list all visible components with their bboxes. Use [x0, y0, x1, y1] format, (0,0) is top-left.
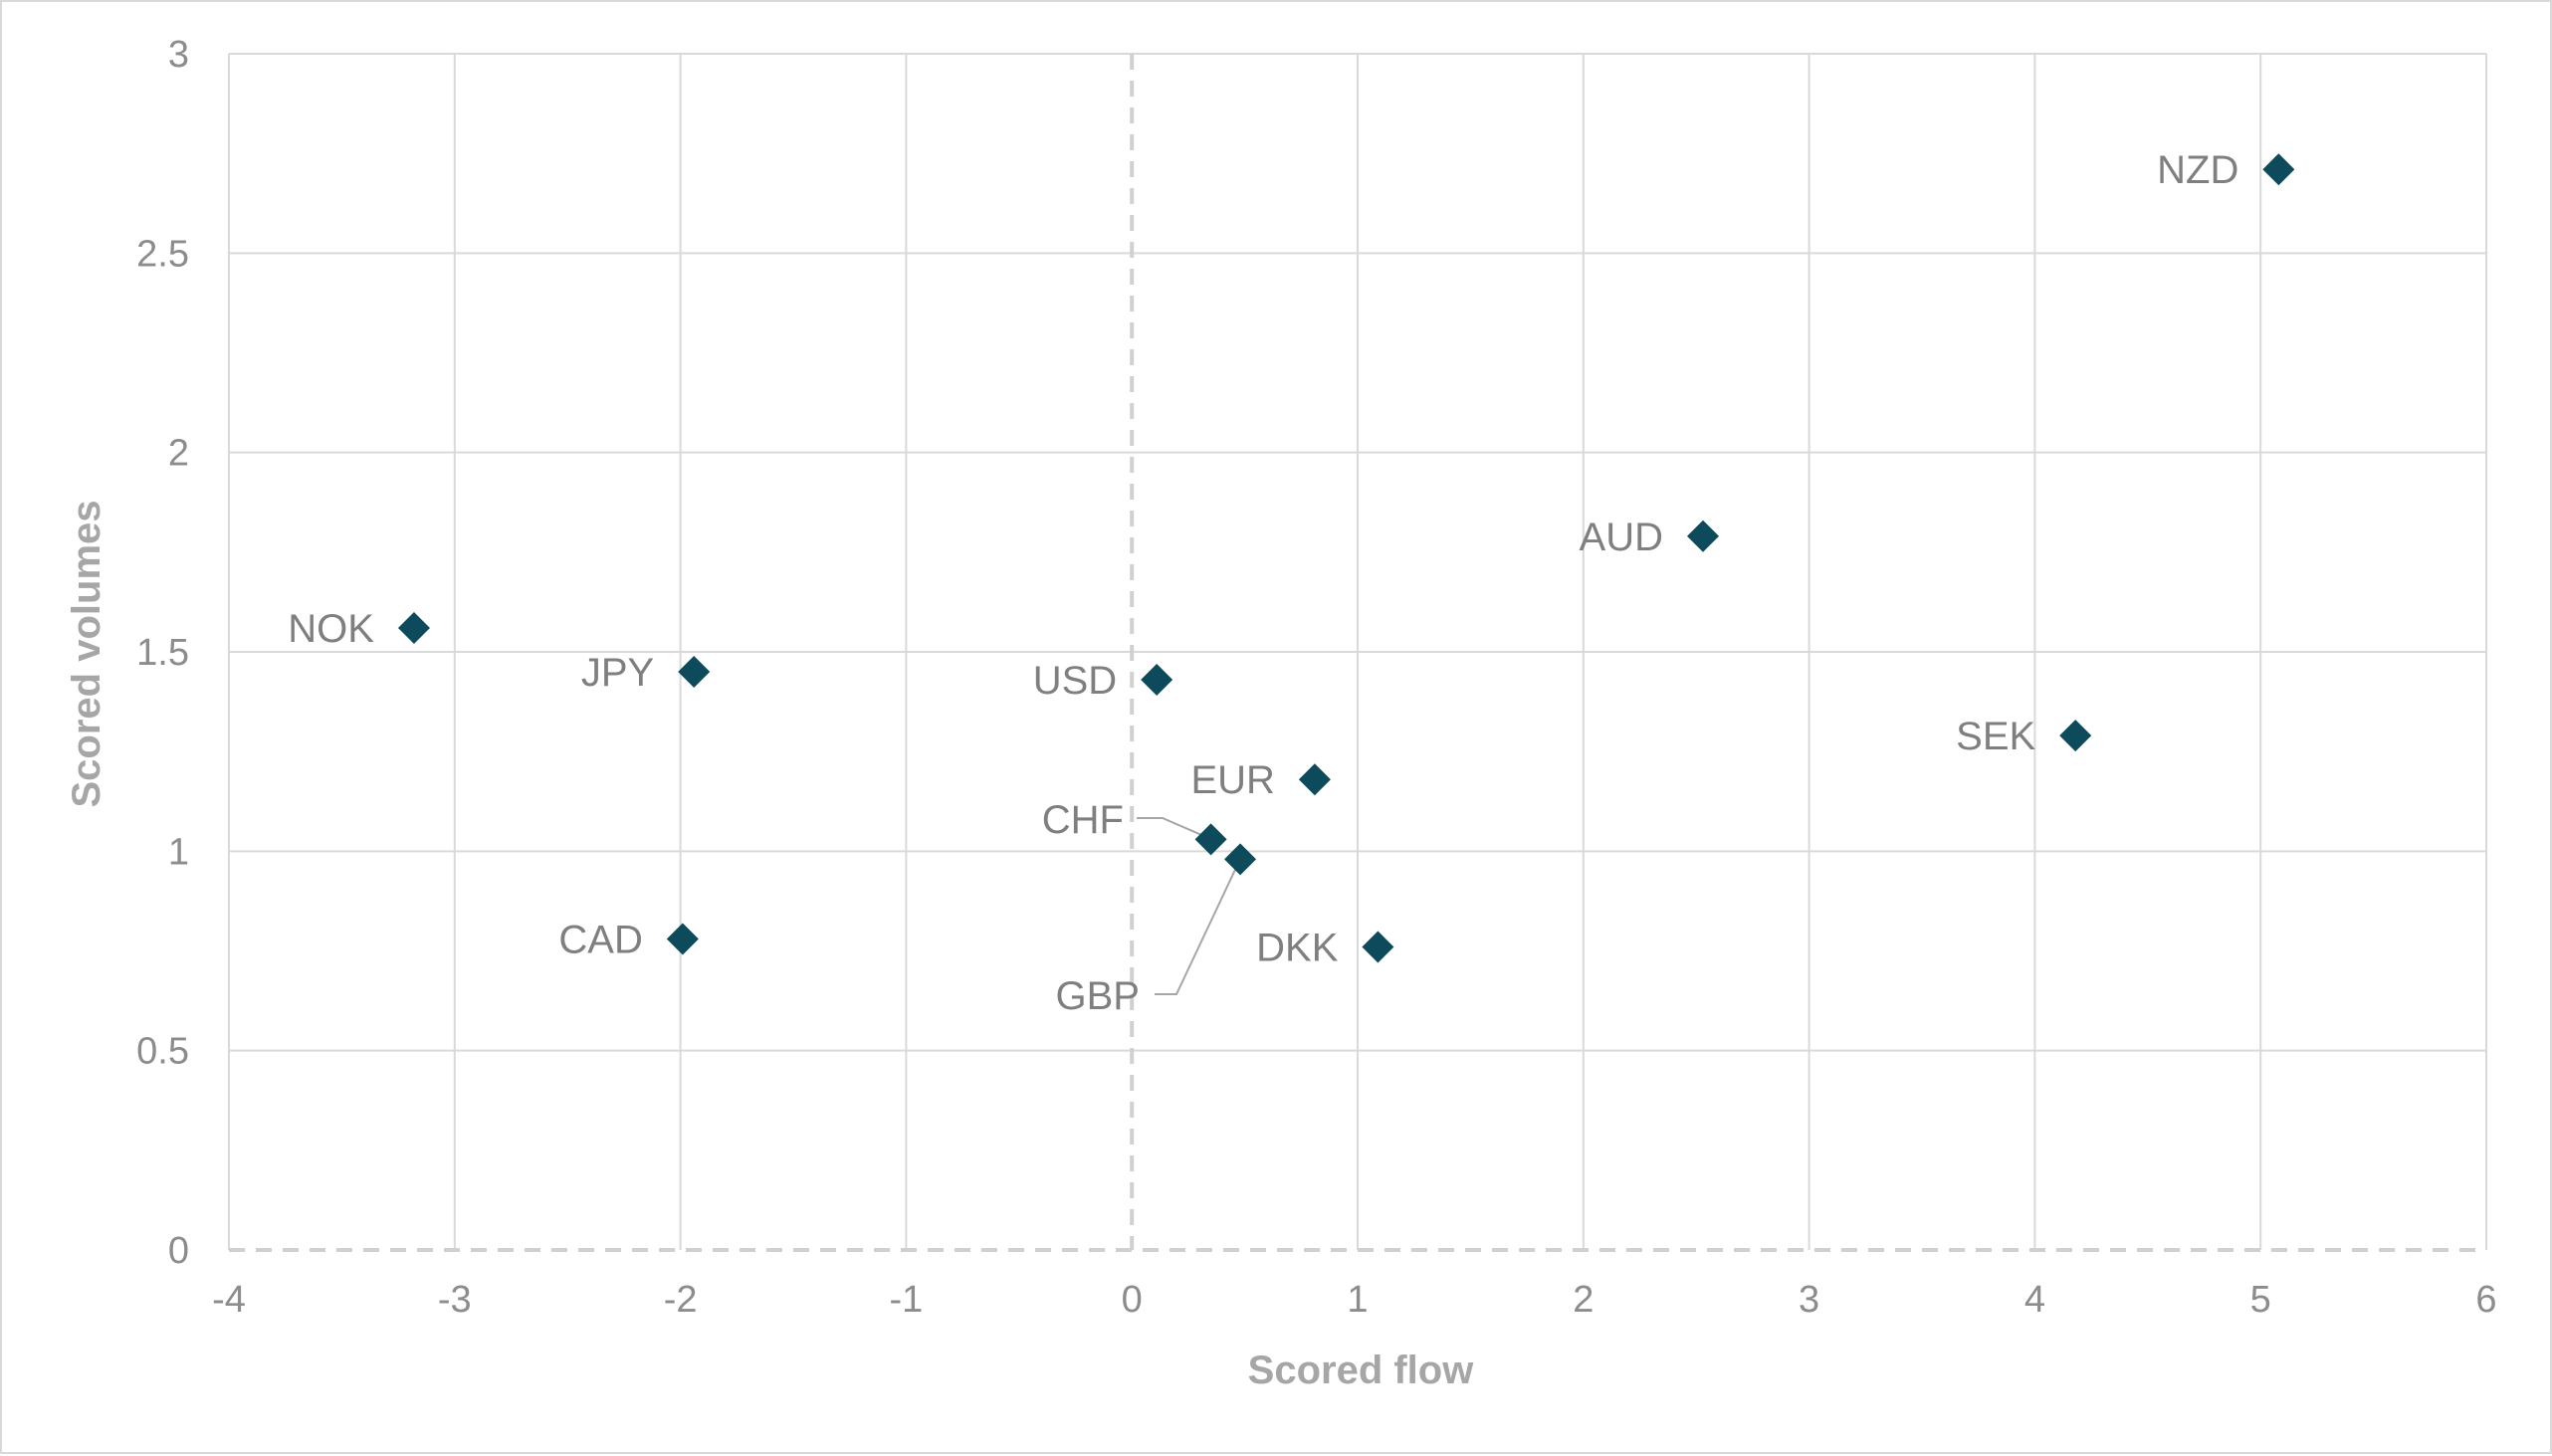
reference-lines [229, 54, 2486, 1252]
data-labels: NZD AUD NOK JPY USD SEK EUR CHF GBP CAD DKK [288, 148, 2238, 1018]
label-dkk: DKK [1256, 926, 1339, 969]
x-tick-label: -2 [664, 1279, 698, 1321]
point-nzd [2262, 153, 2295, 186]
y-tick-label: 2.5 [136, 233, 189, 275]
x-tick-label: -3 [438, 1279, 472, 1321]
label-cad: CAD [558, 918, 642, 961]
label-nzd: NZD [2157, 148, 2238, 192]
point-sek [2059, 720, 2092, 752]
data-points [397, 153, 2295, 963]
label-gbp: GBP [1056, 974, 1140, 1018]
x-tick-label: 5 [2250, 1279, 2271, 1321]
point-jpy [678, 656, 711, 689]
x-tick-label: 3 [1799, 1279, 1819, 1321]
point-eur [1298, 763, 1331, 796]
x-tick-label: 4 [2024, 1279, 2045, 1321]
label-nok: NOK [288, 607, 374, 651]
y-tick-label: 0 [168, 1230, 189, 1272]
leader-line-gbp [1155, 862, 1239, 995]
y-tick-label: 1 [168, 831, 189, 873]
y-tick-label: 2 [168, 433, 189, 475]
x-tick-label: -4 [212, 1279, 246, 1321]
leader-line-chf [1137, 817, 1207, 839]
x-tick-label: -1 [890, 1279, 924, 1321]
x-tick-label: 6 [2475, 1279, 2496, 1321]
y-axis-title: Scored volumes [65, 500, 108, 807]
label-usd: USD [1033, 659, 1117, 703]
tick-labels: -4 -3 -2 -1 0 1 2 3 4 5 6 0 0.5 1 1.5 2 2.5 3 [136, 34, 2496, 1321]
y-tick-label: 3 [168, 34, 189, 76]
label-eur: EUR [1190, 758, 1274, 802]
point-aud [1687, 520, 1720, 552]
x-tick-label: 0 [1122, 1279, 1143, 1321]
y-tick-label: 1.5 [136, 632, 189, 674]
x-tick-label: 1 [1347, 1279, 1368, 1321]
point-usd [1141, 664, 1173, 697]
gridlines [228, 53, 2487, 1250]
label-aud: AUD [1580, 516, 1663, 559]
label-chf: CHF [1042, 798, 1124, 842]
point-chf [1194, 823, 1227, 856]
point-nok [397, 611, 430, 644]
label-jpy: JPY [581, 651, 654, 695]
point-cad [666, 923, 699, 955]
y-tick-label: 0.5 [136, 1031, 189, 1073]
x-axis-title: Scored flow [1248, 1349, 1475, 1392]
label-sek: SEK [1956, 715, 2035, 758]
x-tick-label: 2 [1573, 1279, 1594, 1321]
point-gbp [1224, 843, 1257, 876]
leader-lines [1137, 817, 1239, 995]
point-dkk [1362, 931, 1394, 963]
